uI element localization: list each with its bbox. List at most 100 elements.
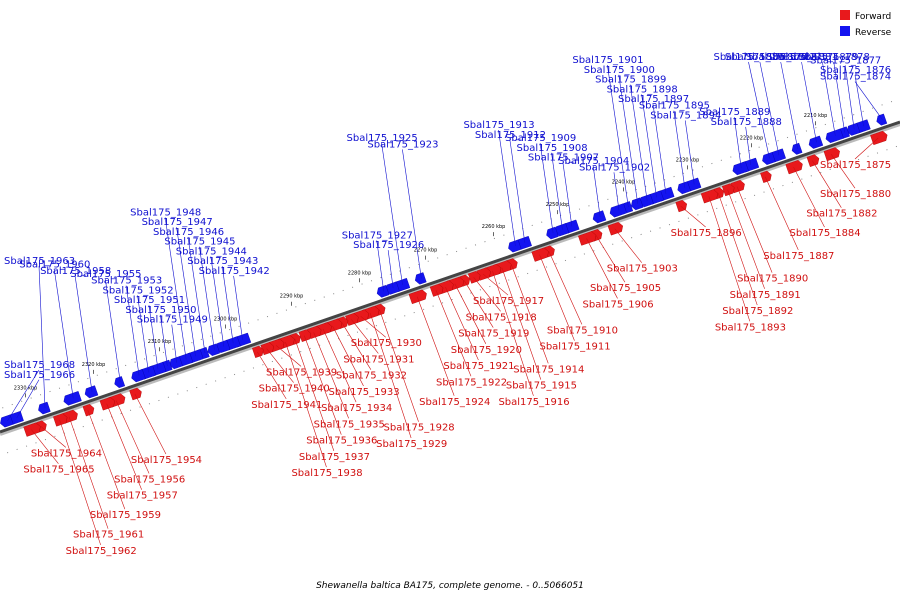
gene-label: Sbal175_1951 [114,295,185,306]
leader-line [31,429,59,464]
leader-line [501,267,542,380]
label-layer: Sbal175_1874Sbal175_1876Sbal175_1877Sbal… [4,52,891,557]
gene-arrow [791,142,803,155]
gene-label: Sbal175_1943 [187,256,258,267]
gene-arrow [876,113,888,126]
gene-arrow [129,387,142,401]
gene-label: Sbal175_1917 [473,296,544,307]
leader-line [294,338,335,451]
gene-arrow [508,239,522,253]
leader-line [369,312,412,439]
gene-label: Sbal175_1954 [131,455,202,466]
leader-line [303,335,342,435]
gene-arrow [546,226,559,240]
leader-line [614,228,642,263]
leader-line [40,426,67,448]
gene-label: Sbal175_1962 [66,546,137,557]
leader-line [416,296,455,396]
leader-line [221,266,234,344]
gene-arrow [260,342,274,356]
gene-label: Sbal175_1880 [820,189,891,200]
gene-arrow [84,385,99,399]
gene-label: Sbal175_1958 [40,266,111,277]
gene-label: Sbal175_1935 [314,419,385,430]
gene-label: Sbal175_1952 [103,285,174,296]
leader-line [727,189,765,289]
leader-line [830,154,856,189]
gene-arrow [609,203,627,218]
gene-label: Sbal175_1901 [572,55,643,66]
gene-label: Sbal175_1888 [711,117,782,128]
gene-label: Sbal175_1885 [725,52,796,63]
leader-line [551,152,563,230]
leader-line [492,270,534,396]
gene-label: Sbal175_1913 [463,120,534,131]
gene-label: Sbal175_1945 [164,237,235,248]
gene-label: Sbal175_1897 [618,94,689,105]
gene-arrow [298,329,312,342]
gene-label: Sbal175_1959 [90,510,161,521]
gene-arrow [823,147,840,162]
gene-label: Sbal175_1911 [539,342,610,353]
gene-arrow [700,189,719,204]
leader-line [592,165,601,217]
forward-swatch [840,10,850,20]
leader-line [322,329,357,403]
leader-line [137,295,149,373]
leader-line [53,269,74,399]
leader-line [539,142,554,234]
gene-label: Sbal175_1908 [517,143,588,154]
gene-label: Sbal175_1946 [153,227,224,238]
leader-line [87,410,126,510]
leader-line [822,61,836,136]
leader-line [171,324,178,363]
tick-label: 2290 kbp [280,294,304,300]
gene-label: Sbal175_1919 [458,329,529,340]
gene-label: Sbal175_1890 [737,274,808,285]
gene-label: Sbal175_1924 [419,397,490,408]
tick-label: 2260 kbp [482,224,506,230]
gene-label: Sbal175_1937 [299,452,370,463]
leader-line [445,286,479,361]
gene-label: Sbal175_1918 [466,312,537,323]
leader-line [717,192,758,306]
gene-label: Sbal175_1894 [650,110,721,121]
leader-line [381,142,403,285]
leader-line [134,393,167,455]
leader-line [586,238,618,299]
gene-label: Sbal175_1905 [590,283,661,294]
leader-line [376,240,385,292]
backbone-line [0,120,900,434]
tick-label: 2320 kbp [82,362,106,368]
gene-arrow [721,183,735,197]
backbone-layer [0,100,900,454]
leader-line [510,264,549,364]
gene-label: Sbal175_1955 [70,269,141,280]
leader-line [618,74,639,204]
leader-line [765,176,799,250]
gene-label: Sbal175_1881 [767,52,838,63]
figure-caption: Shewanella baltica BA175, complete genom… [316,581,584,591]
gene-label: Sbal175_1916 [498,397,569,408]
gene-label: Sbal175_1903 [607,264,678,275]
leader-line [854,75,864,127]
leader-line [233,275,243,341]
gene-arrow [408,289,427,305]
gene-label: Sbal175_1932 [336,371,407,382]
gene-label: Sbal175_1930 [351,338,422,349]
gene-arrow [429,283,444,297]
gene-arrow [99,396,115,411]
leader-line [454,283,487,344]
tick-label: 2210 kbp [804,113,828,119]
gene-label: Sbal175_1906 [583,299,654,310]
gene-label: Sbal175_1899 [595,75,666,86]
gene-label: Sbal175_1884 [790,228,861,239]
leader-line [844,65,855,130]
gene-label: Sbal175_1942 [199,266,270,277]
gene-label: Sbal175_1875 [820,160,891,171]
gene-arrow [785,160,803,175]
leader-line [285,342,327,468]
gene-arrow [114,376,126,389]
gene-label: Sbal175_1968 [4,360,75,371]
